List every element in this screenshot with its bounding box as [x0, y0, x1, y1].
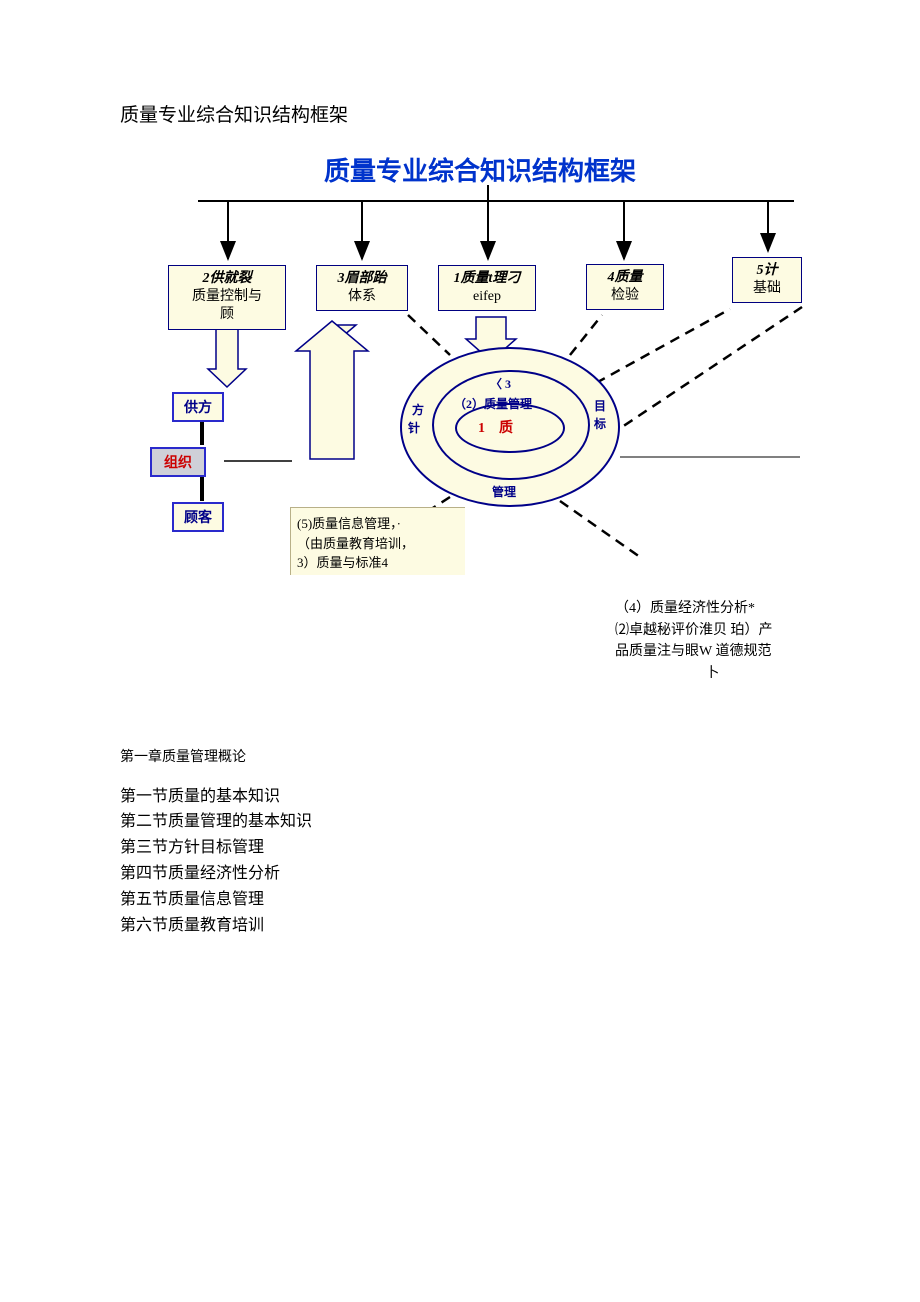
section-6: 第六节质量教育培训	[120, 914, 920, 939]
node-box-5: 5计 基础	[732, 257, 802, 303]
right-annot-line1: （4）质量经济性分析*	[615, 598, 810, 620]
right-annot-line3: 品质量注与眼W 道德规范	[615, 641, 810, 663]
node-box-1: 1质量t理刁 eifep	[438, 265, 536, 311]
node-box-3-line1: 体系	[323, 288, 401, 306]
node-box-3: 3眉部跆 体系	[316, 265, 408, 311]
supplier-box: 供方	[172, 392, 224, 422]
note-line-2: （由质量教育培训，	[297, 534, 461, 554]
diagram-title: 质量专业综合知识结构框架	[140, 151, 820, 188]
body-text: 第一章质量管理概论 第一节质量的基本知识 第二节质量管理的基本知识 第三节方针目…	[120, 747, 920, 938]
right-annot-line4: 卜	[615, 663, 810, 685]
note-line-3: 3）质量与标准4	[297, 553, 461, 573]
node-box-4: 4质量 检验	[586, 264, 664, 310]
node-box-2-title: 2供就裂	[175, 270, 279, 288]
circle-label-center: 1 质	[478, 417, 513, 437]
node-box-4-line1: 检验	[593, 287, 657, 305]
right-annot-line2: ⑵卓越秘评价淮贝 珀）产	[615, 620, 810, 642]
node-box-5-line1: 基础	[739, 280, 795, 298]
section-2: 第二节质量管理的基本知识	[120, 810, 920, 835]
circle-label-mid: （2）质量管理	[454, 395, 532, 412]
circle-label-bottom: 管理	[492, 483, 516, 500]
circle-label-right2: 标	[594, 415, 606, 432]
section-5: 第五节质量信息管理	[120, 888, 920, 913]
page-heading: 质量专业综合知识结构框架	[120, 100, 920, 127]
note-line-1: (5)质量信息管理，·	[297, 514, 461, 534]
node-box-2-line1: 质量控制与	[175, 288, 279, 306]
circle-label-top: 〈 3	[490, 375, 511, 392]
node-box-1-line1: eifep	[445, 288, 529, 306]
right-annotation: （4）质量经济性分析* ⑵卓越秘评价淮贝 珀）产 品质量注与眼W 道德规范 卜	[615, 598, 810, 685]
circle-label-left2: 针	[408, 419, 420, 436]
customer-box: 顾客	[172, 502, 224, 532]
circle-label-right1: 目	[594, 397, 606, 414]
section-1: 第一节质量的基本知识	[120, 785, 920, 810]
note-box: (5)质量信息管理，· （由质量教育培训， 3）质量与标准4	[290, 507, 465, 575]
org-box: 组织	[150, 447, 206, 477]
node-box-2: 2供就裂 质量控制与 顾	[168, 265, 286, 330]
circle-label-left1: 方	[412, 401, 424, 418]
node-box-4-title: 4质量	[593, 269, 657, 287]
node-box-1-title: 1质量t理刁	[445, 270, 529, 288]
diagram-container: 质量专业综合知识结构框架 2	[140, 147, 820, 617]
node-box-3-title: 3眉部跆	[323, 270, 401, 288]
section-4: 第四节质量经济性分析	[120, 862, 920, 887]
section-3: 第三节方针目标管理	[120, 836, 920, 861]
node-box-2-line2: 顾	[175, 306, 279, 324]
node-box-5-title: 5计	[739, 262, 795, 280]
chapter-title: 第一章质量管理概论	[120, 747, 920, 769]
